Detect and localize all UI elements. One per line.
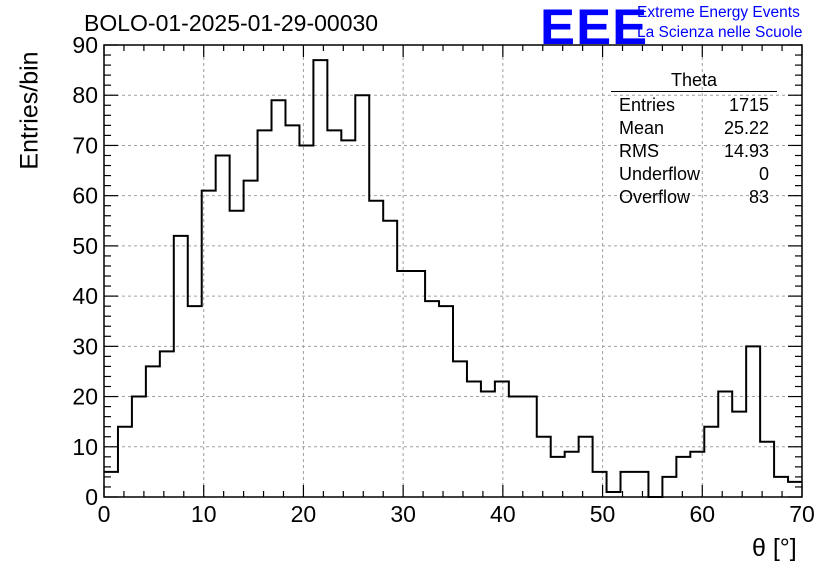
x-tick-label: 10 <box>191 501 217 527</box>
histogram-bin <box>174 236 188 497</box>
histogram-bin <box>760 442 774 497</box>
histogram-bin <box>299 145 313 497</box>
x-tick-label: 40 <box>490 501 516 527</box>
histogram-bin <box>495 381 509 497</box>
x-tick-label: 0 <box>98 501 111 527</box>
plot-title: BOLO-01-2025-01-29-00030 <box>84 10 379 36</box>
histogram-bin <box>704 427 718 497</box>
x-tick-label: 60 <box>689 501 715 527</box>
histogram-bin <box>258 130 272 497</box>
y-tick-label: 20 <box>72 384 98 410</box>
plot-frame <box>103 44 803 498</box>
x-tick-label: 20 <box>291 501 317 527</box>
stats-label: Underflow <box>619 164 701 184</box>
histogram-bin <box>439 306 453 497</box>
stats-row-mean: Mean 25.22 <box>611 117 777 140</box>
histogram-bin <box>411 271 425 497</box>
stats-value: 25.22 <box>723 118 769 138</box>
stats-row-entries: Entries 1715 <box>611 94 777 117</box>
histogram-bin <box>453 361 467 497</box>
histogram-bin <box>216 155 230 497</box>
histogram-bin <box>732 412 746 497</box>
histogram-bin <box>551 457 565 497</box>
y-tick-label: 0 <box>85 484 98 510</box>
histogram-bin <box>634 472 648 497</box>
histogram-bin <box>285 125 299 497</box>
y-tick-label: 90 <box>72 32 98 58</box>
stats-label: Mean <box>619 118 665 138</box>
logo-line-2: La Scienza nelle Scuole <box>637 24 803 41</box>
stats-box: Theta Entries 1715 Mean 25.22 RMS 14.93 … <box>611 70 777 209</box>
stats-label: Overflow <box>619 187 691 207</box>
histogram-bin <box>230 211 244 497</box>
stats-value: 1715 <box>728 95 769 115</box>
x-tick-label: 30 <box>390 501 416 527</box>
stats-row-rms: RMS 14.93 <box>611 140 777 163</box>
histogram-bin <box>788 482 802 497</box>
y-tick-label: 60 <box>72 183 98 209</box>
histogram-bin <box>202 191 216 497</box>
y-tick-label: 70 <box>72 132 98 158</box>
histogram-bin <box>565 452 579 497</box>
histogram-bin <box>425 301 439 497</box>
x-axis-label: θ [°] <box>752 534 797 562</box>
histogram-bin <box>397 271 411 497</box>
histogram-bin <box>676 457 690 497</box>
y-tick-label: 50 <box>72 233 98 259</box>
stats-value: 0 <box>758 164 769 184</box>
stats-label: RMS <box>619 141 659 161</box>
y-tick-label: 40 <box>72 283 98 309</box>
stats-value: 14.93 <box>723 141 769 161</box>
logo-line-1: Extreme Energy Events <box>637 4 800 21</box>
stats-value: 83 <box>748 187 769 207</box>
y-tick-label: 30 <box>72 333 98 359</box>
histogram-bin <box>313 60 327 497</box>
histogram-bin <box>383 221 397 497</box>
histogram-bin <box>104 472 118 497</box>
histogram-bin <box>579 437 593 497</box>
histogram-bin <box>593 472 607 497</box>
histogram-bin <box>118 427 132 497</box>
histogram-bin <box>481 392 495 497</box>
histogram-bin <box>537 437 551 497</box>
histogram-bin <box>327 130 341 497</box>
histogram-bin <box>341 140 355 497</box>
eee-logo: EEE <box>540 0 649 55</box>
histogram-bin <box>774 477 788 497</box>
histogram-bin <box>509 397 523 497</box>
histogram-bin <box>355 95 369 497</box>
histogram-bin <box>146 366 160 497</box>
x-tick-label: 50 <box>590 501 616 527</box>
x-tick-label: 70 <box>789 501 815 527</box>
y-tick-label: 80 <box>72 82 98 108</box>
stats-title: Theta <box>611 70 777 92</box>
histogram-bin <box>244 181 258 497</box>
histogram-bin <box>718 392 732 497</box>
stats-row-underflow: Underflow 0 <box>611 163 777 186</box>
histogram-bin <box>160 351 174 497</box>
histogram-bin <box>188 306 202 497</box>
histogram-bin <box>662 477 676 497</box>
histogram-bin <box>467 381 481 497</box>
histogram-bin <box>369 201 383 497</box>
stats-label: Entries <box>619 95 676 115</box>
stats-row-overflow: Overflow 83 <box>611 186 777 209</box>
histogram-bin <box>272 100 286 497</box>
histogram-bin <box>746 346 760 497</box>
histogram-bin <box>523 397 537 497</box>
y-tick-label: 10 <box>72 434 98 460</box>
y-axis-label: Entries/bin <box>15 51 44 170</box>
histogram-bin <box>132 397 146 497</box>
histogram-line <box>104 59 802 498</box>
